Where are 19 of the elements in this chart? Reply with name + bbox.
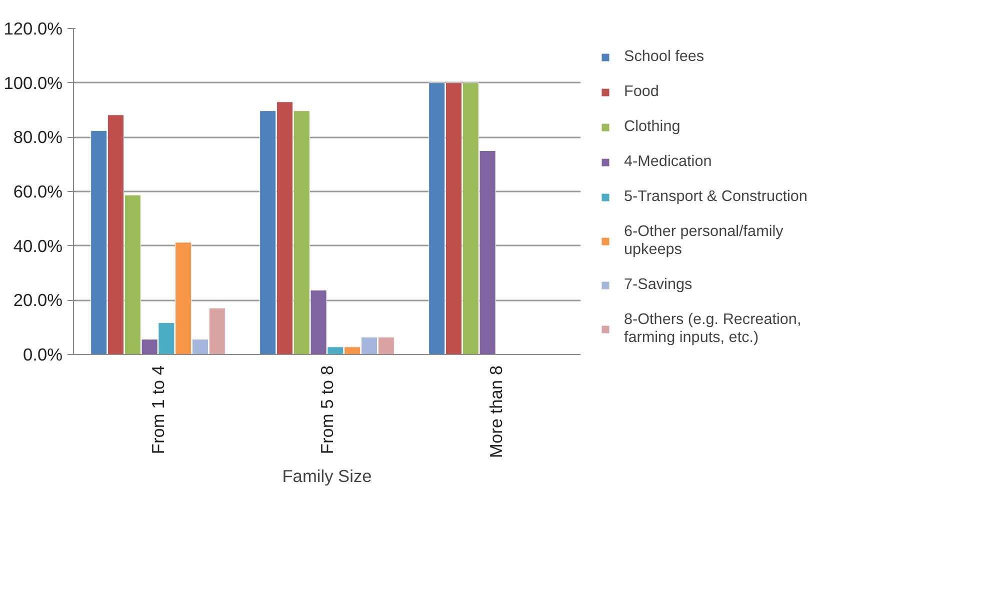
legend-label: Food <box>624 83 659 101</box>
x-tick-label: From 5 to 8 <box>317 365 337 454</box>
x-axis-title: Family Size <box>282 466 372 486</box>
x-tick-label: More than 8 <box>486 365 506 458</box>
y-tick-label: 20.0% <box>13 290 63 310</box>
y-tick-label: 120.0% <box>4 18 63 38</box>
legend-label: Clothing <box>624 118 680 136</box>
y-tick-label: 0.0% <box>23 344 63 364</box>
y-tick-label: 80.0% <box>13 127 63 148</box>
legend-label: 4-Medication <box>624 153 712 171</box>
legend-label: School fees <box>624 48 704 66</box>
legend-label: 5-Transport & Construction <box>624 188 808 206</box>
y-tick-label: 40.0% <box>13 236 63 256</box>
legend-label: 8-Others (e.g. Recreation, farming inputs, etc.) <box>624 311 802 347</box>
legend-label: 6-Other personal/family upkeeps <box>624 223 784 259</box>
x-tick-label: From 1 to 4 <box>148 365 168 454</box>
legend-label: 7-Savings <box>624 276 692 294</box>
y-tick-label: 100.0% <box>4 72 63 93</box>
y-tick-label: 60.0% <box>13 182 63 202</box>
